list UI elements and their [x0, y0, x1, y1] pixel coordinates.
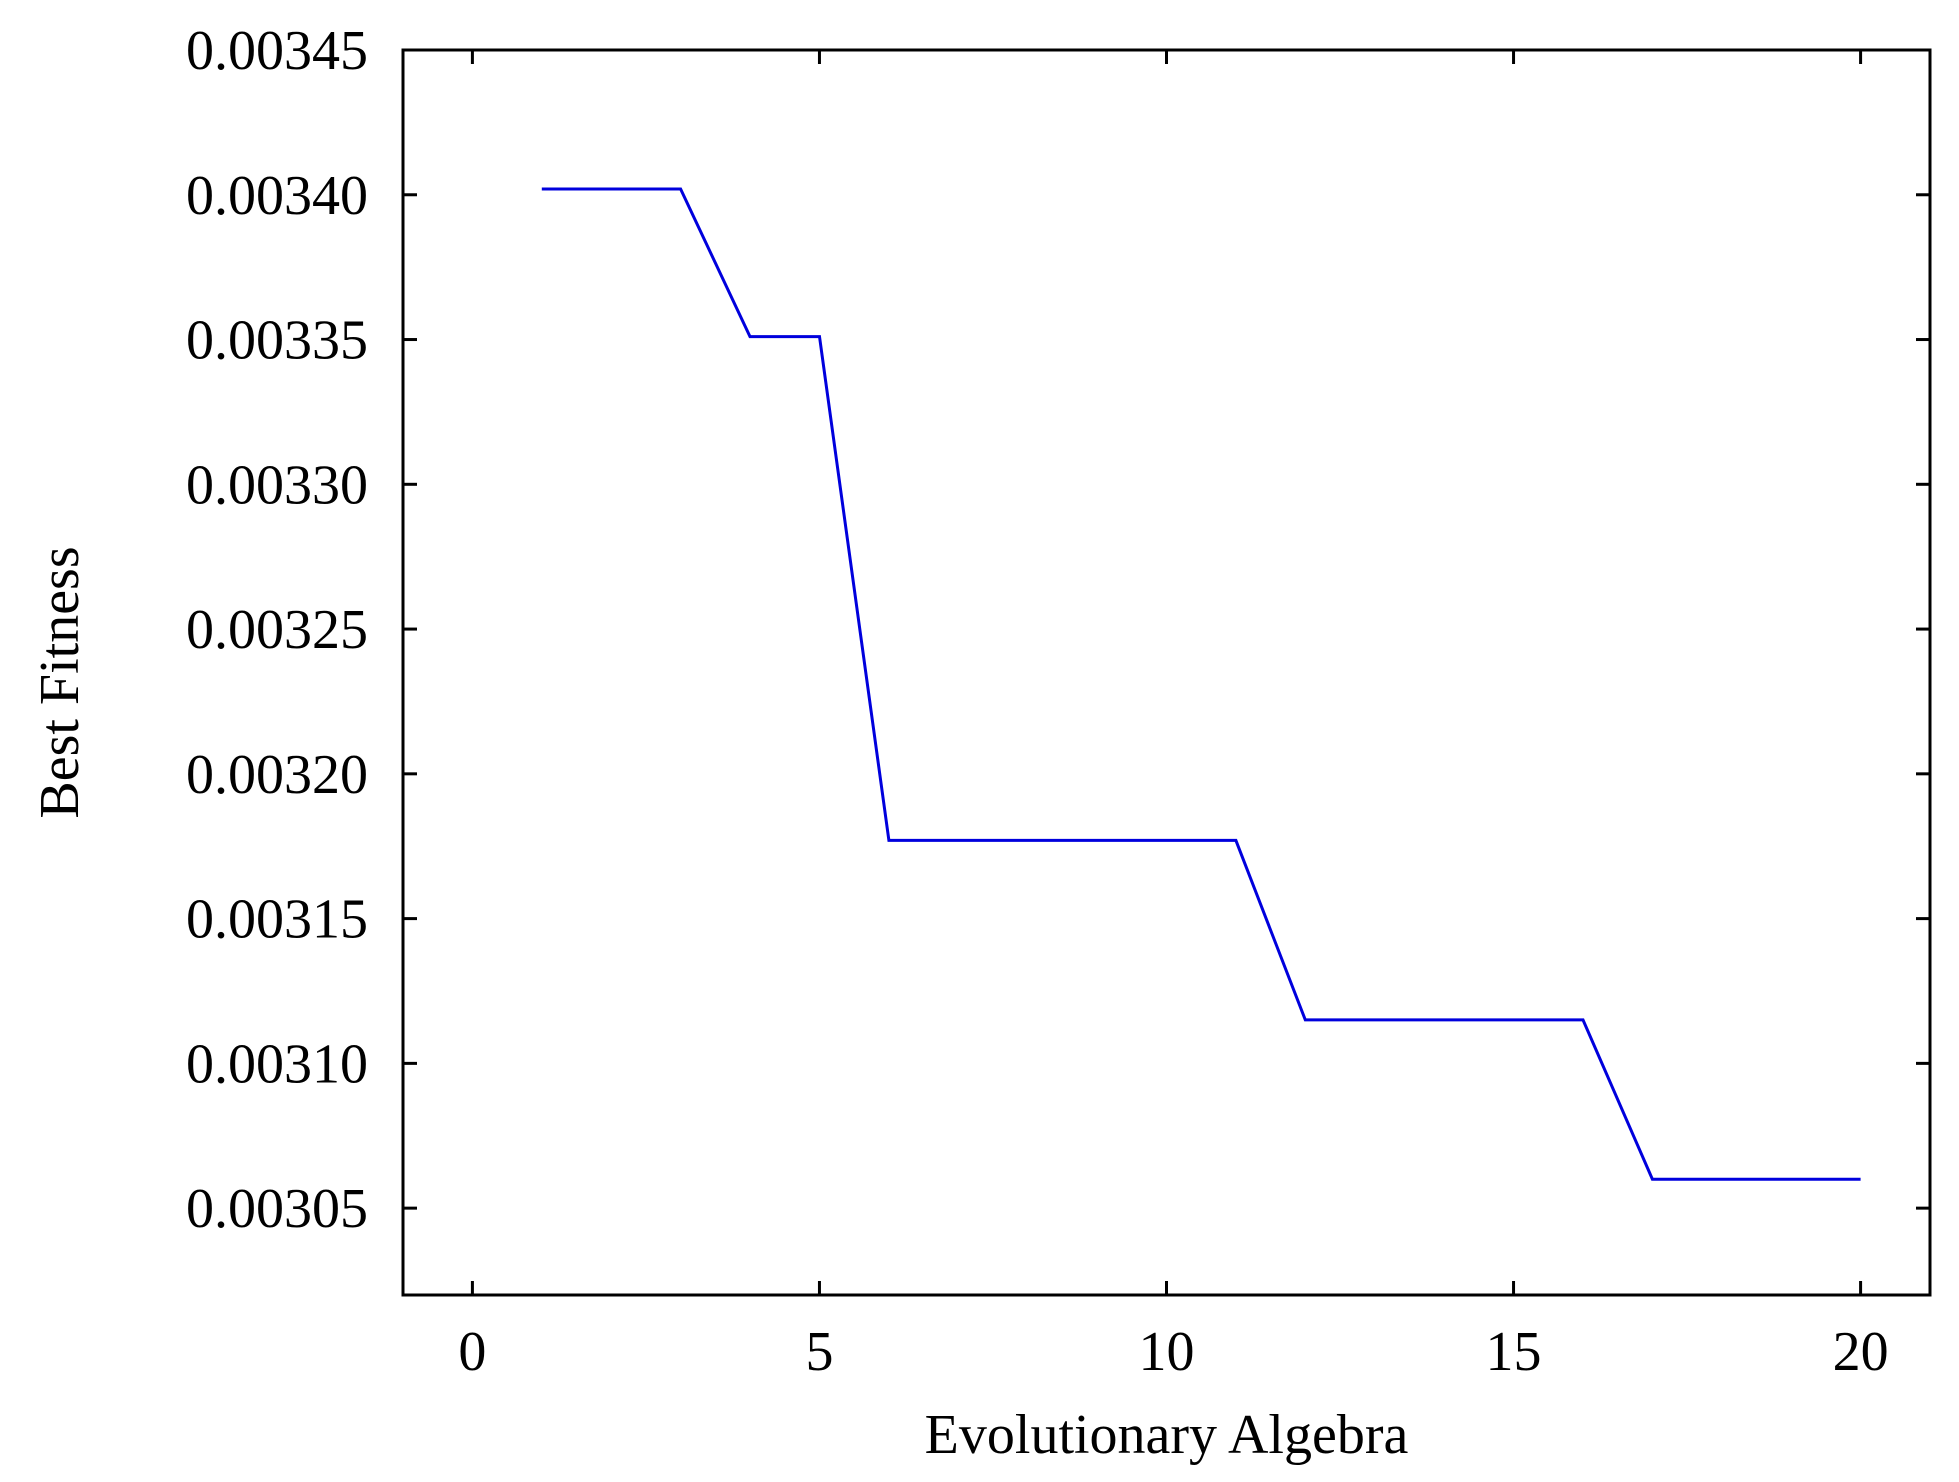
- y-tick-label: 0.00325: [186, 599, 368, 661]
- x-tick-label: 15: [1486, 1321, 1542, 1383]
- y-tick-label: 0.00340: [186, 165, 368, 227]
- series-line-1: [542, 189, 1861, 1179]
- y-axis-ticks: 0.00305 0.00310 0.00315 0.00320 0.00325 0.003…: [186, 20, 1930, 1240]
- y-tick-label: 0.00315: [186, 889, 368, 951]
- series-layer: [542, 189, 1861, 1179]
- y-tick-label: 0.00335: [186, 310, 368, 372]
- x-axis-ticks: 0 5 10 15 20: [458, 50, 1888, 1383]
- y-tick-label: 0.00345: [186, 20, 368, 82]
- x-tick-label: 0: [458, 1321, 486, 1383]
- x-tick-label: 10: [1139, 1321, 1195, 1383]
- x-tick-label: 5: [805, 1321, 833, 1383]
- y-tick-label: 0.00330: [186, 454, 368, 516]
- y-tick-label: 0.00320: [186, 744, 368, 806]
- y-axis-label: Best Fitness: [29, 546, 91, 818]
- y-tick-label: 0.00310: [186, 1033, 368, 1095]
- plot-frame: [403, 50, 1930, 1295]
- x-tick-label: 20: [1833, 1321, 1889, 1383]
- y-tick-label: 0.00305: [186, 1178, 368, 1240]
- x-axis-label: Evolutionary Algebra: [925, 1404, 1409, 1466]
